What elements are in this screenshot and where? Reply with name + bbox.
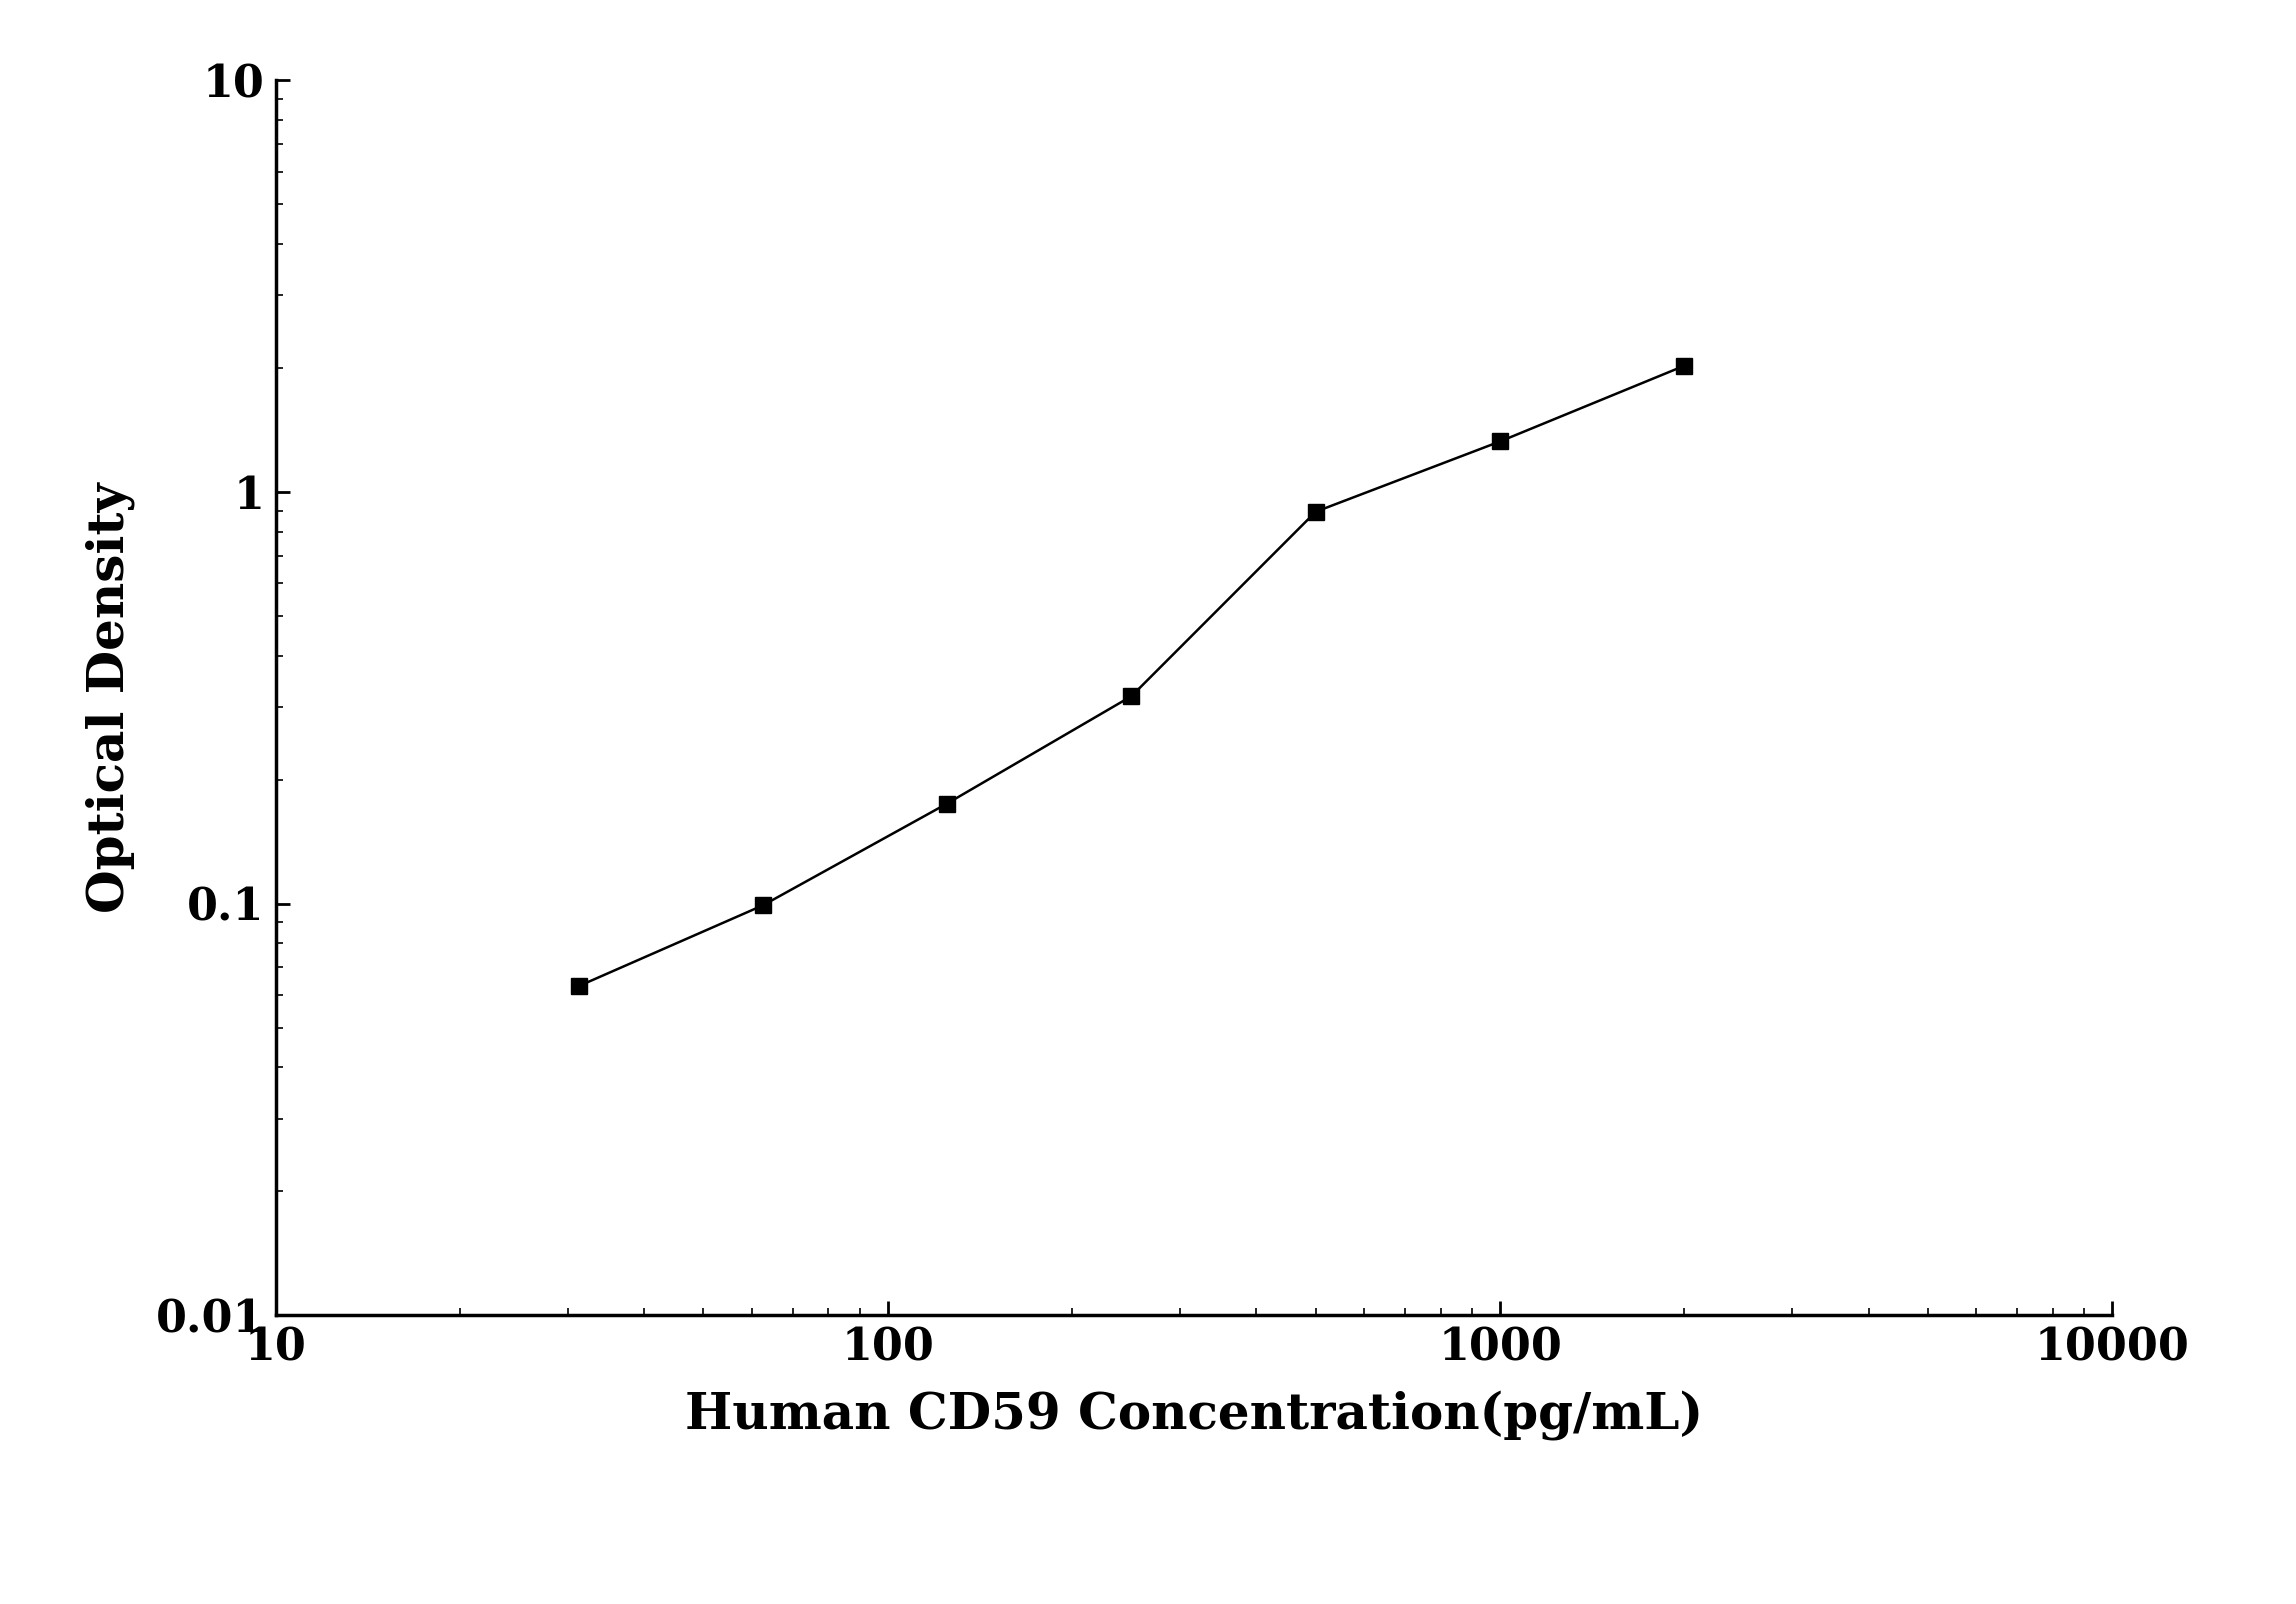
Y-axis label: Optical Density: Optical Density	[85, 483, 135, 913]
X-axis label: Human CD59 Concentration(pg/mL): Human CD59 Concentration(pg/mL)	[684, 1391, 1704, 1440]
